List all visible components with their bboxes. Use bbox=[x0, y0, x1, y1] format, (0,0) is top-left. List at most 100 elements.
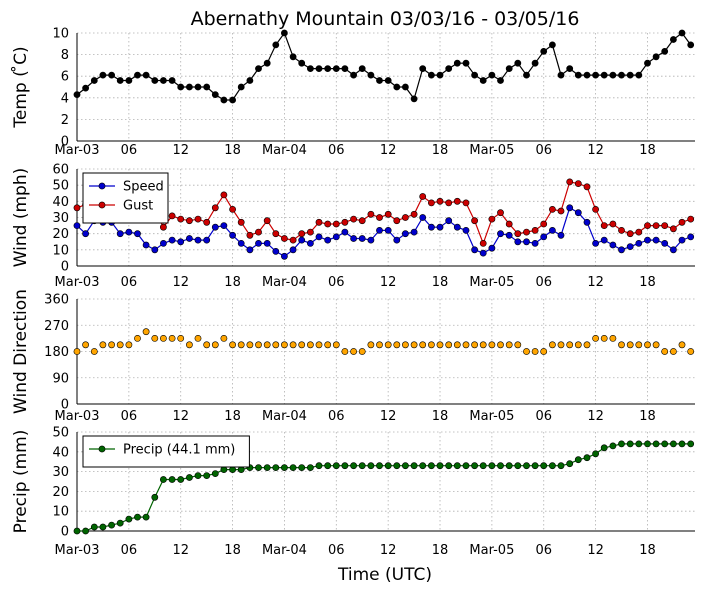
data-point bbox=[661, 440, 669, 448]
data-point bbox=[540, 462, 548, 470]
data-point bbox=[592, 239, 599, 247]
legend-marker bbox=[98, 182, 106, 190]
data-point bbox=[618, 226, 625, 234]
data-point bbox=[471, 462, 478, 470]
data-point bbox=[600, 334, 608, 342]
data-point bbox=[583, 71, 591, 79]
data-point bbox=[306, 341, 314, 349]
legend-label: Precip (44.1 mm) bbox=[123, 443, 235, 458]
data-point bbox=[298, 59, 306, 67]
data-point bbox=[670, 440, 677, 448]
data-point bbox=[211, 341, 219, 349]
data-point bbox=[410, 95, 418, 103]
data-point bbox=[609, 334, 617, 342]
data-point bbox=[246, 77, 254, 84]
data-point bbox=[272, 230, 280, 238]
data-point bbox=[592, 450, 599, 458]
x-tick-label: 18 bbox=[639, 409, 656, 424]
data-point bbox=[635, 71, 643, 79]
data-point bbox=[574, 209, 582, 217]
data-point bbox=[159, 476, 167, 483]
data-point bbox=[177, 238, 185, 246]
data-point bbox=[609, 442, 617, 450]
data-point bbox=[479, 77, 487, 84]
data-point bbox=[401, 341, 409, 349]
data-point bbox=[315, 65, 323, 72]
data-point bbox=[168, 476, 176, 483]
data-point bbox=[557, 462, 565, 470]
data-point bbox=[652, 440, 660, 448]
x-tick-label: 06 bbox=[121, 143, 138, 158]
data-point bbox=[298, 230, 306, 238]
data-point bbox=[203, 83, 211, 91]
data-point bbox=[549, 462, 556, 470]
data-point bbox=[488, 71, 496, 79]
data-point bbox=[367, 71, 375, 79]
data-point bbox=[514, 341, 522, 349]
series-line bbox=[76, 31, 692, 101]
data-point bbox=[159, 223, 167, 231]
data-point bbox=[376, 462, 383, 470]
y-tick-label: 50 bbox=[52, 179, 69, 194]
x-tick-label: 18 bbox=[224, 543, 241, 558]
data-point bbox=[246, 341, 254, 349]
data-point bbox=[90, 348, 98, 355]
data-point bbox=[203, 472, 211, 479]
data-point bbox=[592, 205, 599, 213]
data-point bbox=[255, 464, 262, 471]
data-point bbox=[523, 71, 530, 79]
data-point bbox=[185, 83, 193, 91]
data-point bbox=[90, 77, 98, 84]
data-point bbox=[125, 228, 133, 236]
data-point bbox=[592, 334, 599, 342]
data-point bbox=[453, 462, 461, 470]
data-point bbox=[306, 239, 314, 247]
x-tick-label: 06 bbox=[328, 409, 345, 424]
data-point bbox=[462, 462, 470, 470]
data-point bbox=[203, 218, 211, 226]
panel-3: 0 90 180 270 360 Mar-03 06 12 18 Mar-04 06 12 18 Mar-… bbox=[11, 289, 695, 424]
data-point bbox=[358, 235, 366, 242]
data-point bbox=[142, 328, 150, 336]
data-point bbox=[384, 210, 392, 218]
data-point bbox=[263, 341, 271, 349]
y-tick-label: 0 bbox=[61, 525, 69, 540]
data-point bbox=[263, 59, 271, 67]
data-point bbox=[272, 247, 280, 255]
data-point bbox=[82, 341, 89, 349]
x-tick-label: Mar-05 bbox=[469, 143, 514, 158]
y-tick-label: 180 bbox=[44, 345, 69, 360]
data-point bbox=[73, 348, 81, 355]
data-point bbox=[626, 243, 634, 250]
data-point bbox=[280, 29, 288, 37]
legend: Precip (44.1 mm) bbox=[82, 435, 250, 468]
y-tick-label: 50 bbox=[52, 426, 69, 441]
legend-marker bbox=[98, 201, 106, 209]
data-point bbox=[419, 214, 427, 221]
data-point bbox=[194, 215, 202, 223]
data-point bbox=[272, 464, 280, 471]
data-point bbox=[324, 462, 332, 470]
data-point bbox=[367, 462, 375, 470]
data-point bbox=[652, 341, 660, 349]
x-tick-label: Mar-03 bbox=[55, 409, 100, 424]
data-point bbox=[315, 341, 323, 349]
x-tick-label: 12 bbox=[587, 275, 604, 290]
data-point bbox=[332, 65, 340, 72]
data-point bbox=[566, 178, 574, 186]
x-tick-label: 12 bbox=[380, 143, 397, 158]
x-tick-label: 18 bbox=[639, 543, 656, 558]
data-point bbox=[583, 183, 591, 191]
data-point bbox=[99, 341, 107, 349]
data-point bbox=[445, 65, 453, 72]
data-point bbox=[566, 204, 574, 212]
y-tick-label: 20 bbox=[52, 227, 69, 242]
data-point bbox=[194, 334, 202, 342]
series-speed bbox=[73, 204, 695, 260]
data-point bbox=[609, 71, 617, 79]
data-point bbox=[670, 36, 677, 43]
data-point bbox=[523, 238, 530, 246]
x-tick-label: 18 bbox=[224, 275, 241, 290]
data-point bbox=[514, 59, 522, 67]
